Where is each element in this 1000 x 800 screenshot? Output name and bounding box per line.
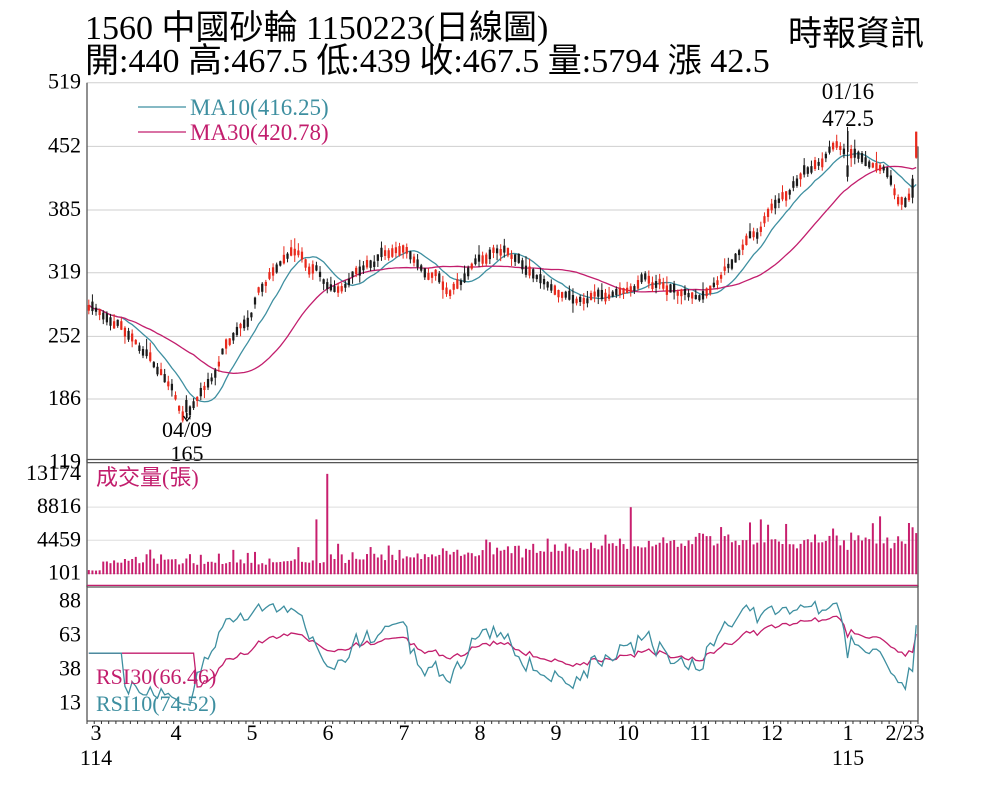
- svg-text:385: 385: [48, 196, 81, 221]
- svg-text:1: 1: [843, 720, 854, 745]
- svg-text:115: 115: [832, 745, 864, 770]
- svg-text:252: 252: [48, 322, 81, 347]
- svg-text:5: 5: [247, 720, 258, 745]
- svg-text:01/16: 01/16: [822, 79, 874, 104]
- svg-text:6: 6: [323, 720, 334, 745]
- svg-text:8: 8: [475, 720, 486, 745]
- svg-text:RSI30(66.46): RSI30(66.46): [96, 664, 216, 689]
- svg-text:63: 63: [59, 622, 81, 647]
- svg-text:13174: 13174: [26, 460, 81, 485]
- svg-text:9: 9: [551, 720, 562, 745]
- svg-text:3: 3: [91, 720, 102, 745]
- svg-text:RSI10(74.52): RSI10(74.52): [96, 691, 216, 716]
- svg-text:165: 165: [171, 441, 204, 466]
- svg-text:10: 10: [617, 720, 639, 745]
- svg-text:13: 13: [59, 689, 81, 714]
- svg-text:7: 7: [399, 720, 410, 745]
- svg-text:88: 88: [59, 588, 81, 613]
- svg-text:186: 186: [48, 385, 81, 410]
- svg-text:4: 4: [171, 720, 182, 745]
- svg-text:319: 319: [48, 259, 81, 284]
- svg-text:成交量(張): 成交量(張): [96, 465, 199, 490]
- svg-text:MA30(420.78): MA30(420.78): [190, 120, 329, 145]
- svg-text:38: 38: [59, 655, 81, 680]
- svg-text:101: 101: [48, 559, 81, 584]
- svg-text:114: 114: [80, 745, 112, 770]
- svg-text:12: 12: [761, 720, 783, 745]
- svg-text:4459: 4459: [37, 526, 81, 551]
- svg-text:8816: 8816: [37, 493, 81, 518]
- svg-text:472.5: 472.5: [822, 106, 874, 131]
- svg-text:452: 452: [48, 132, 81, 157]
- svg-text:11: 11: [689, 720, 710, 745]
- svg-text:MA10(416.25): MA10(416.25): [190, 95, 329, 120]
- svg-text:519: 519: [48, 69, 81, 94]
- svg-text:2/23: 2/23: [885, 720, 924, 745]
